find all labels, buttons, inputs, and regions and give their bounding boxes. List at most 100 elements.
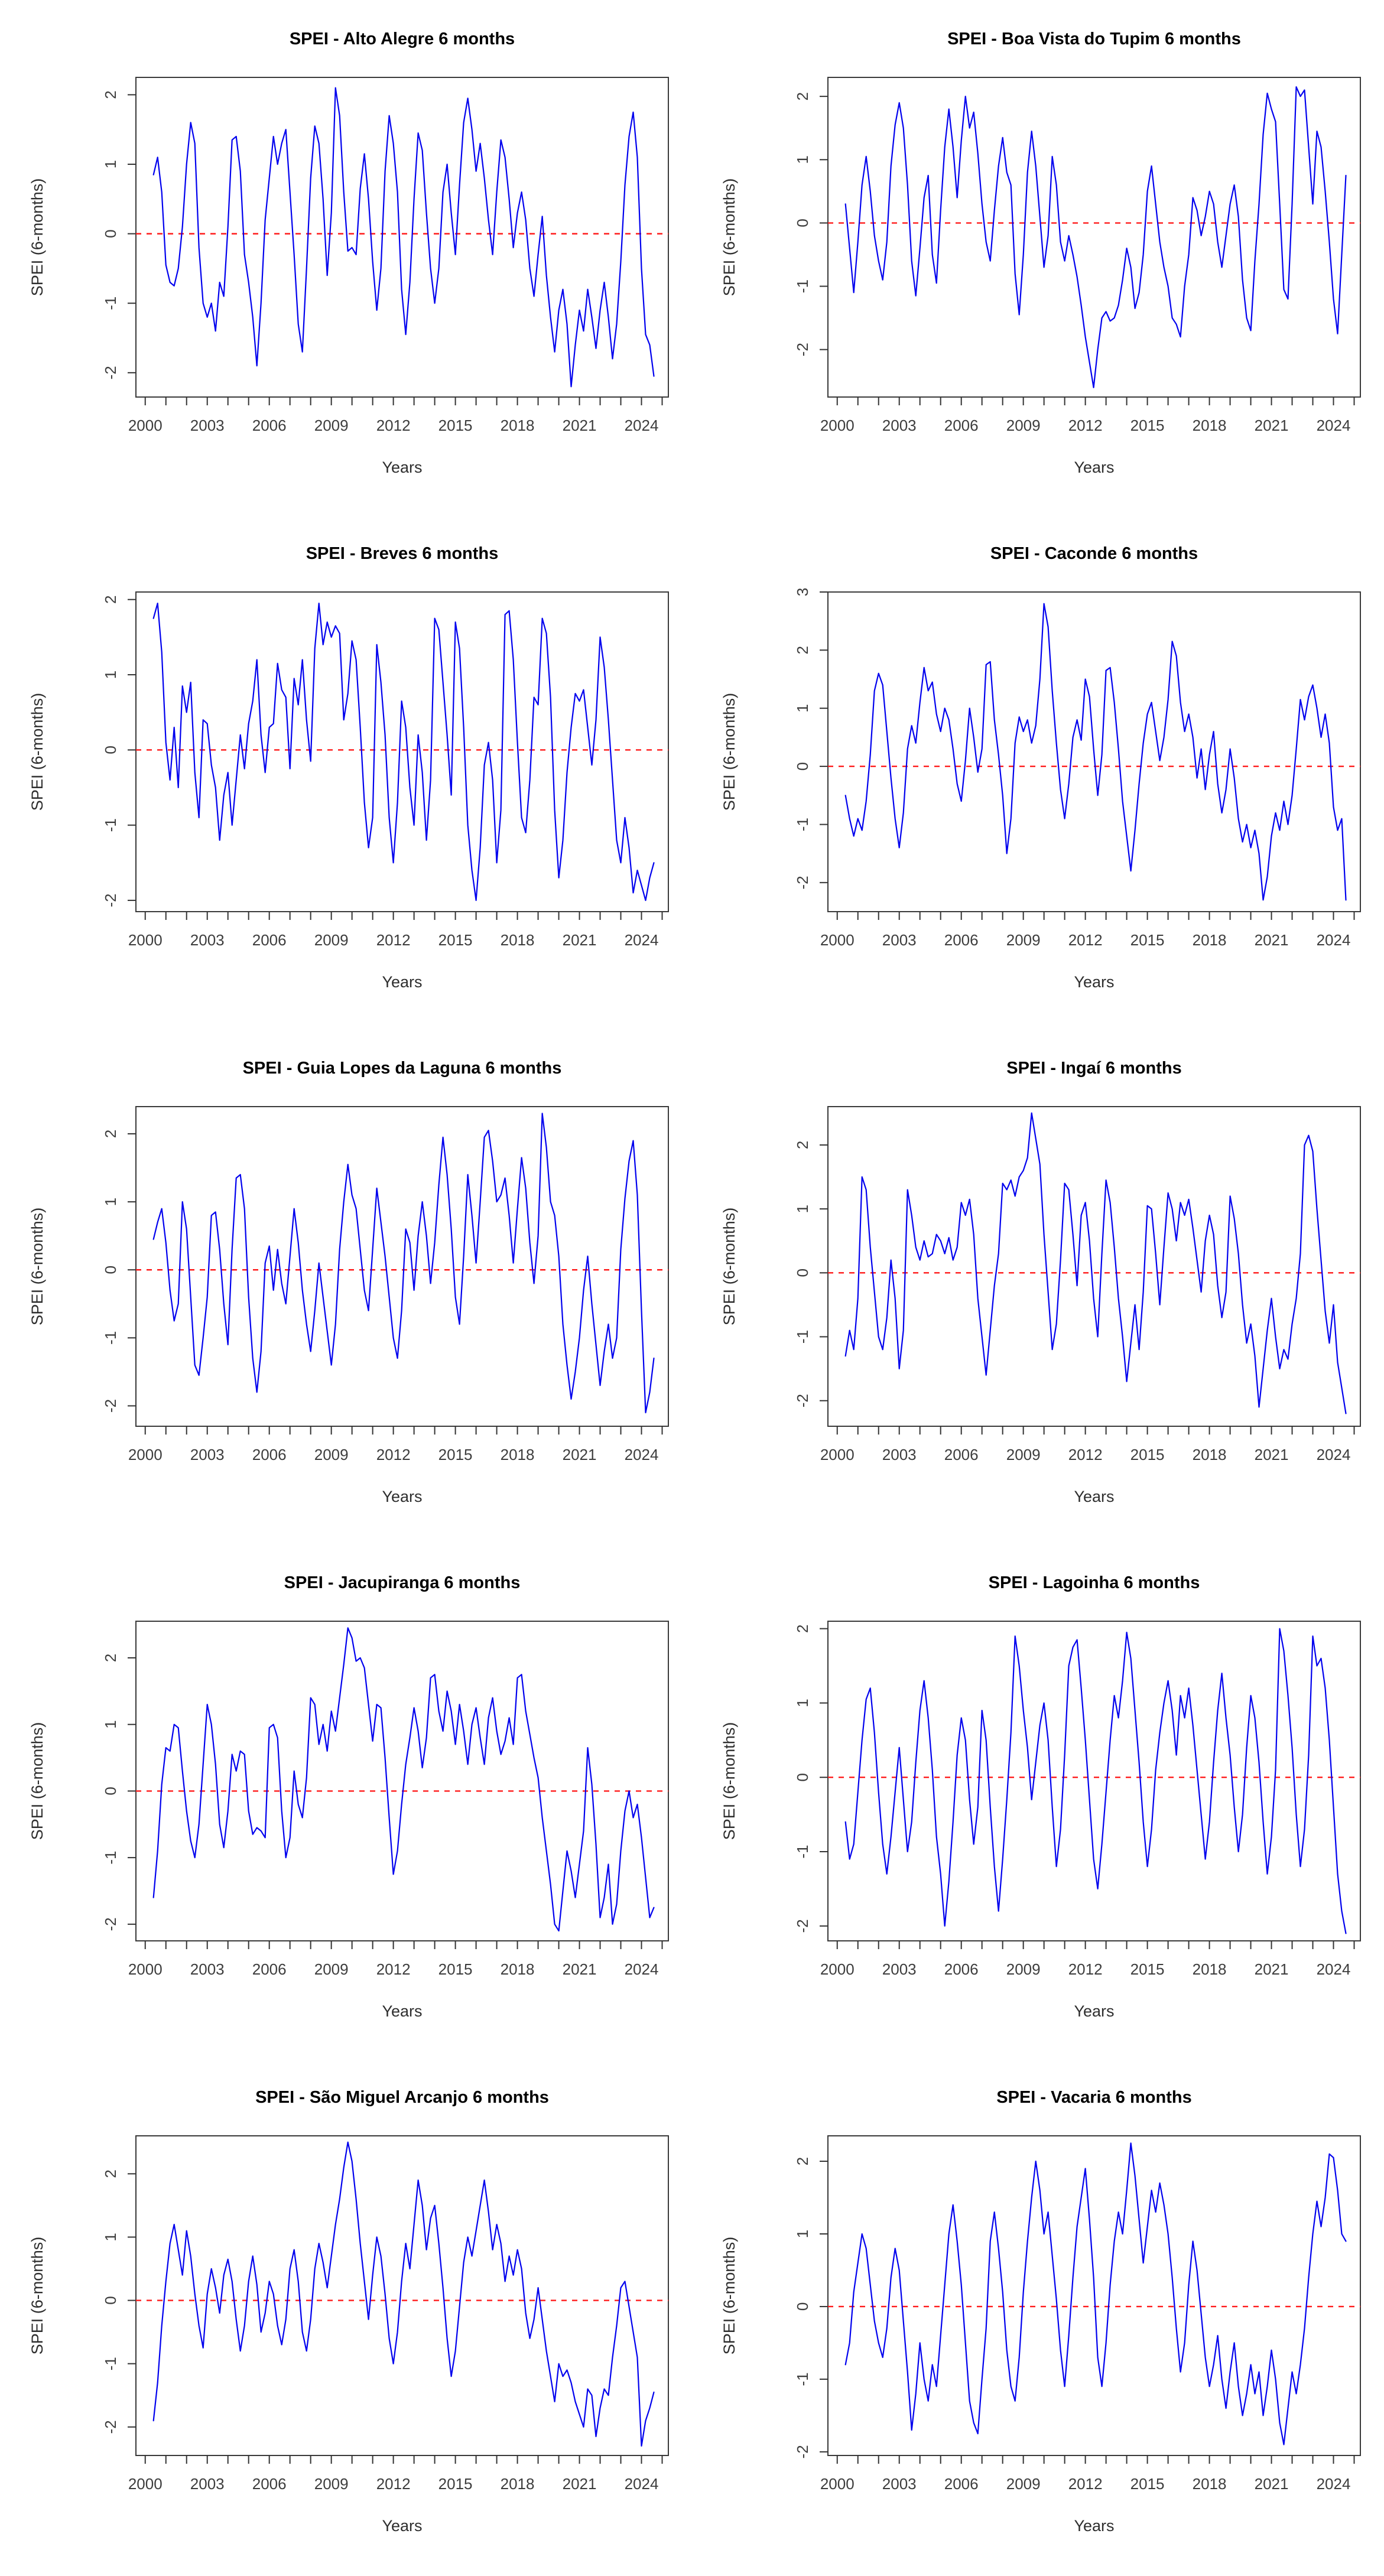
x-tick-label: 2003 bbox=[190, 2475, 225, 2493]
spei-chart-2: SPEI - Breves 6 months SPEI (6-months) Yea… bbox=[0, 515, 692, 1029]
x-tick-label: 2018 bbox=[1193, 417, 1227, 434]
spei-chart-5: SPEI - Ingaí 6 months SPEI (6-months) Year… bbox=[692, 1029, 1384, 1544]
x-tick-label: 2012 bbox=[376, 417, 411, 434]
x-tick-label: 2021 bbox=[563, 931, 597, 949]
y-tick-label: 2 bbox=[794, 1624, 811, 1632]
x-axis-label: Years bbox=[1074, 458, 1114, 476]
spei-series-line bbox=[152, 87, 655, 388]
x-tick-label: 2018 bbox=[501, 1960, 535, 1978]
spei-chart-0: SPEI - Alto Alegre 6 months SPEI (6-month… bbox=[0, 0, 692, 515]
y-tick-label: -2 bbox=[794, 2445, 811, 2458]
y-tick-label: 0 bbox=[102, 1266, 119, 1274]
y-tick-label: 2 bbox=[794, 1141, 811, 1149]
y-tick-label: 1 bbox=[102, 1720, 119, 1728]
y-tick-label: -2 bbox=[102, 1399, 119, 1413]
y-tick-label: 0 bbox=[102, 1787, 119, 1795]
spei-chart-4: SPEI - Guia Lopes da Laguna 6 months SPEI… bbox=[0, 1029, 692, 1544]
y-tick-label: 1 bbox=[102, 160, 119, 168]
y-tick-label: -1 bbox=[102, 297, 119, 310]
y-axis-label: SPEI (6-months) bbox=[28, 1722, 46, 1840]
x-tick-label: 2009 bbox=[1006, 1960, 1041, 1978]
y-axis-label: SPEI (6-months) bbox=[28, 693, 46, 811]
y-tick-label: 0 bbox=[102, 2296, 119, 2304]
y-tick-label: -2 bbox=[102, 366, 119, 379]
x-tick-label: 2003 bbox=[882, 1446, 917, 1463]
x-tick-label: 2003 bbox=[190, 1446, 225, 1463]
x-tick-label: 2009 bbox=[1006, 1446, 1041, 1463]
x-tick-label: 2003 bbox=[882, 1960, 917, 1978]
spei-series-line bbox=[844, 1112, 1347, 1414]
x-tick-label: 2021 bbox=[1255, 2475, 1289, 2493]
x-axis-label: Years bbox=[382, 973, 422, 991]
y-tick-label: 1 bbox=[794, 1205, 811, 1213]
x-tick-label: 2000 bbox=[128, 931, 163, 949]
spei-series-line bbox=[152, 1627, 655, 1932]
y-tick-label: 2 bbox=[794, 92, 811, 100]
y-tick-label: -2 bbox=[102, 1917, 119, 1931]
x-tick-label: 2012 bbox=[1068, 931, 1103, 949]
x-tick-label: 2021 bbox=[1255, 931, 1289, 949]
x-tick-label: 2009 bbox=[314, 1446, 349, 1463]
plot-box bbox=[135, 1106, 669, 1427]
x-tick-label: 2009 bbox=[1006, 2475, 1041, 2493]
spei-series-line bbox=[844, 86, 1347, 388]
spei-series-line bbox=[844, 603, 1347, 901]
x-tick-label: 2024 bbox=[625, 1446, 659, 1463]
x-tick-label: 2024 bbox=[625, 931, 659, 949]
x-tick-label: 2009 bbox=[314, 417, 349, 434]
y-axis-label: SPEI (6-months) bbox=[720, 178, 738, 297]
x-tick-label: 2018 bbox=[501, 2475, 535, 2493]
x-tick-label: 2024 bbox=[1317, 931, 1351, 949]
x-tick-label: 2018 bbox=[1193, 931, 1227, 949]
plot-box bbox=[135, 591, 669, 912]
x-tick-label: 2003 bbox=[190, 931, 225, 949]
x-tick-label: 2006 bbox=[944, 417, 979, 434]
x-axis-label: Years bbox=[382, 458, 422, 476]
x-tick-label: 2015 bbox=[1130, 2475, 1165, 2493]
y-tick-label: 0 bbox=[794, 1269, 811, 1277]
x-tick-label: 2006 bbox=[944, 1960, 979, 1978]
spei-chart-svg: SPEI - Boa Vista do Tupim 6 months SPEI (… bbox=[720, 30, 1361, 476]
x-axis-label: Years bbox=[1074, 2517, 1114, 2535]
x-tick-label: 2000 bbox=[820, 417, 855, 434]
y-tick-label: -1 bbox=[102, 2357, 119, 2370]
spei-chart-svg: SPEI - Vacaria 6 months SPEI (6-months) Ye… bbox=[720, 2088, 1361, 2535]
x-tick-label: 2024 bbox=[1317, 2475, 1351, 2493]
x-tick-label: 2021 bbox=[1255, 1446, 1289, 1463]
chart-title: SPEI - Vacaria 6 months bbox=[996, 2088, 1191, 2107]
x-tick-label: 2003 bbox=[190, 1960, 225, 1978]
x-tick-label: 2024 bbox=[1317, 417, 1351, 434]
x-tick-label: 2024 bbox=[1317, 1446, 1351, 1463]
chart-title: SPEI - São Miguel Arcanjo 6 months bbox=[255, 2088, 549, 2107]
y-axis-label: SPEI (6-months) bbox=[28, 2237, 46, 2355]
plot-box bbox=[135, 77, 669, 398]
spei-chart-9: SPEI - Vacaria 6 months SPEI (6-months) Ye… bbox=[692, 2058, 1384, 2573]
spei-chart-8: SPEI - São Miguel Arcanjo 6 months SPEI (… bbox=[0, 2058, 692, 2573]
y-tick-label: 0 bbox=[794, 219, 811, 227]
x-axis-label: Years bbox=[1074, 1488, 1114, 1505]
chart-title: SPEI - Lagoinha 6 months bbox=[989, 1573, 1200, 1592]
plot-box bbox=[827, 591, 1361, 912]
x-tick-label: 2006 bbox=[944, 2475, 979, 2493]
y-axis-label: SPEI (6-months) bbox=[720, 1722, 738, 1840]
plot-box bbox=[827, 1106, 1361, 1427]
y-tick-label: 1 bbox=[794, 155, 811, 164]
y-tick-label: 3 bbox=[794, 588, 811, 596]
chart-title: SPEI - Alto Alegre 6 months bbox=[290, 30, 515, 48]
spei-chart-svg: SPEI - São Miguel Arcanjo 6 months SPEI (… bbox=[28, 2088, 669, 2535]
x-tick-label: 2006 bbox=[944, 1446, 979, 1463]
x-tick-label: 2012 bbox=[376, 2475, 411, 2493]
x-tick-label: 2021 bbox=[563, 2475, 597, 2493]
y-tick-label: -2 bbox=[102, 2420, 119, 2434]
spei-series-line bbox=[152, 2141, 655, 2447]
spei-series-line bbox=[152, 603, 655, 901]
x-tick-label: 2006 bbox=[252, 1446, 287, 1463]
x-tick-label: 2015 bbox=[438, 2475, 473, 2493]
x-tick-label: 2018 bbox=[501, 417, 535, 434]
spei-chart-svg: SPEI - Jacupiranga 6 months SPEI (6-month… bbox=[28, 1573, 669, 2020]
y-tick-label: 1 bbox=[102, 671, 119, 679]
y-tick-label: -2 bbox=[794, 1919, 811, 1933]
y-axis-label: SPEI (6-months) bbox=[720, 693, 738, 811]
y-tick-label: -1 bbox=[794, 279, 811, 293]
